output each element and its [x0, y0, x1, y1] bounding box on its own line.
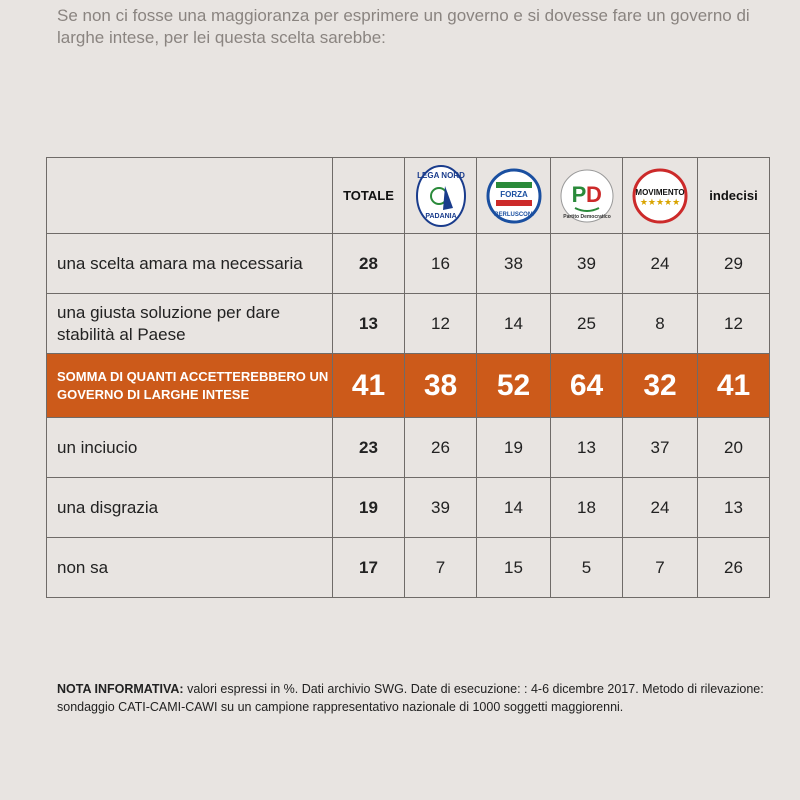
row-label: una giusta soluzione per dare stabilità … [46, 293, 333, 354]
cell-m5s: 7 [622, 537, 698, 598]
pd-logo-icon: P D Partito Democratico [560, 169, 613, 222]
cell-pd: 13 [550, 417, 623, 478]
cell-totale: 28 [332, 233, 405, 294]
row-label: una disgrazia [46, 477, 333, 538]
header-lega-nord: LEGA NORD PADANIA [404, 157, 477, 234]
cell-pd: 39 [550, 233, 623, 294]
header-pd: P D Partito Democratico [550, 157, 623, 234]
cell-forza-italia: 14 [476, 477, 551, 538]
highlight-row-label: SOMMA DI QUANTI ACCETTEREBBERO UN GOVERN… [46, 353, 333, 418]
cell-totale: 19 [332, 477, 405, 538]
header-indecisi: indecisi [697, 157, 770, 234]
svg-text:P: P [571, 182, 586, 207]
cell-m5s: 37 [622, 417, 698, 478]
svg-text:MOVIMENTO: MOVIMENTO [635, 188, 684, 197]
svg-text:BERLUSCONI: BERLUSCONI [494, 212, 534, 218]
cell-pd: 5 [550, 537, 623, 598]
note-text: valori espressi in %. Dati archivio SWG.… [57, 682, 764, 714]
header-forza-italia: FORZA BERLUSCONI [476, 157, 551, 234]
cell-pd: 18 [550, 477, 623, 538]
forza-italia-logo-icon: FORZA BERLUSCONI [486, 168, 541, 223]
svg-text:PADANIA: PADANIA [425, 213, 456, 220]
svg-text:D: D [586, 182, 602, 207]
cell-lega: 7 [404, 537, 477, 598]
cell-lega: 26 [404, 417, 477, 478]
row-label: non sa [46, 537, 333, 598]
cell-m5s: 24 [622, 477, 698, 538]
table-row: un inciucio 23 26 19 13 37 20 [46, 417, 770, 478]
row-label: una scelta amara ma necessaria [46, 233, 333, 294]
table-row: una scelta amara ma necessaria 28 16 38 … [46, 233, 770, 294]
cell-forza-italia: 15 [476, 537, 551, 598]
lega-nord-logo-icon: LEGA NORD PADANIA [415, 164, 466, 227]
cell-totale: 17 [332, 537, 405, 598]
highlight-row: SOMMA DI QUANTI ACCETTEREBBERO UN GOVERN… [46, 353, 770, 418]
header-m5s: MOVIMENTO ★★★★★ [622, 157, 698, 234]
table-row: una disgrazia 19 39 14 18 24 13 [46, 477, 770, 538]
survey-table: TOTALE LEGA NORD PADANIA FORZA BERLUSCON… [46, 157, 770, 598]
cell-forza-italia: 38 [476, 233, 551, 294]
cell-indecisi: 12 [697, 293, 770, 354]
movimento-5-stelle-logo-icon: MOVIMENTO ★★★★★ [632, 168, 688, 223]
cell-totale: 13 [332, 293, 405, 354]
cell-lega: 39 [404, 477, 477, 538]
cell-totale: 23 [332, 417, 405, 478]
cell-m5s: 32 [622, 353, 698, 418]
header-totale: TOTALE [332, 157, 405, 234]
cell-m5s: 24 [622, 233, 698, 294]
cell-indecisi: 29 [697, 233, 770, 294]
note-label: NOTA INFORMATIVA: [57, 682, 184, 696]
cell-pd: 64 [550, 353, 623, 418]
table-row: una giusta soluzione per dare stabilità … [46, 293, 770, 354]
cell-totale: 41 [332, 353, 405, 418]
question-text: Se non ci fosse una maggioranza per espr… [57, 6, 750, 47]
header-row: TOTALE LEGA NORD PADANIA FORZA BERLUSCON… [46, 157, 770, 234]
svg-text:Partito Democratico: Partito Democratico [563, 214, 611, 220]
cell-lega: 16 [404, 233, 477, 294]
cell-lega: 12 [404, 293, 477, 354]
cell-lega: 38 [404, 353, 477, 418]
svg-text:FORZA: FORZA [500, 190, 528, 199]
cell-forza-italia: 14 [476, 293, 551, 354]
row-label: un inciucio [46, 417, 333, 478]
cell-indecisi: 26 [697, 537, 770, 598]
cell-indecisi: 41 [697, 353, 770, 418]
cell-forza-italia: 19 [476, 417, 551, 478]
cell-m5s: 8 [622, 293, 698, 354]
svg-text:LEGA NORD: LEGA NORD [417, 171, 465, 180]
table-row: non sa 17 7 15 5 7 26 [46, 537, 770, 598]
cell-indecisi: 20 [697, 417, 770, 478]
cell-indecisi: 13 [697, 477, 770, 538]
svg-text:★★★★★: ★★★★★ [640, 198, 680, 208]
cell-forza-italia: 52 [476, 353, 551, 418]
header-blank [46, 157, 333, 234]
note-informativa: NOTA INFORMATIVA: valori espressi in %. … [57, 680, 767, 716]
cell-pd: 25 [550, 293, 623, 354]
